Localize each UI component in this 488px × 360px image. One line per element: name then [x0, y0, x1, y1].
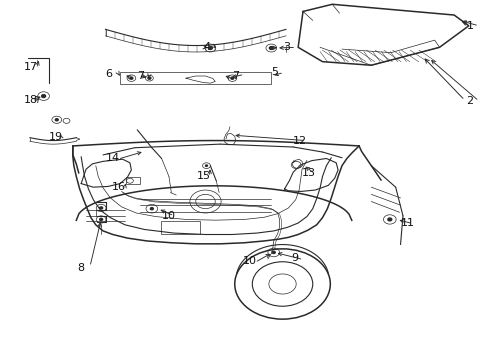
- Text: 12: 12: [293, 136, 307, 145]
- Text: 9: 9: [291, 253, 298, 263]
- Text: 11: 11: [400, 218, 414, 228]
- Circle shape: [150, 208, 153, 210]
- Text: 16: 16: [112, 182, 125, 192]
- Circle shape: [55, 119, 58, 121]
- Circle shape: [100, 219, 102, 221]
- Text: 10: 10: [161, 211, 175, 221]
- Bar: [120, 72, 271, 84]
- Text: 4: 4: [203, 42, 210, 52]
- Circle shape: [148, 77, 151, 79]
- Circle shape: [230, 77, 233, 79]
- Circle shape: [272, 251, 275, 253]
- Text: 15: 15: [196, 171, 210, 181]
- Text: 1: 1: [466, 21, 472, 31]
- Circle shape: [269, 46, 273, 49]
- Circle shape: [130, 77, 133, 79]
- Text: 14: 14: [105, 153, 120, 163]
- Text: 13: 13: [302, 168, 315, 178]
- Text: 18: 18: [24, 95, 38, 105]
- Text: 8: 8: [78, 263, 85, 273]
- Text: 17: 17: [24, 62, 38, 72]
- Text: 7: 7: [137, 71, 144, 81]
- Text: 2: 2: [466, 96, 472, 106]
- Circle shape: [387, 218, 391, 221]
- Bar: [126, 177, 140, 184]
- Circle shape: [100, 207, 102, 209]
- Text: 7: 7: [232, 71, 239, 81]
- Circle shape: [208, 46, 212, 49]
- Text: 6: 6: [105, 69, 112, 79]
- Circle shape: [205, 165, 207, 166]
- Text: 10: 10: [242, 256, 256, 266]
- Text: 5: 5: [271, 67, 278, 77]
- Text: 19: 19: [48, 132, 62, 142]
- Text: 3: 3: [283, 42, 290, 52]
- Circle shape: [41, 95, 45, 98]
- Bar: [160, 221, 199, 234]
